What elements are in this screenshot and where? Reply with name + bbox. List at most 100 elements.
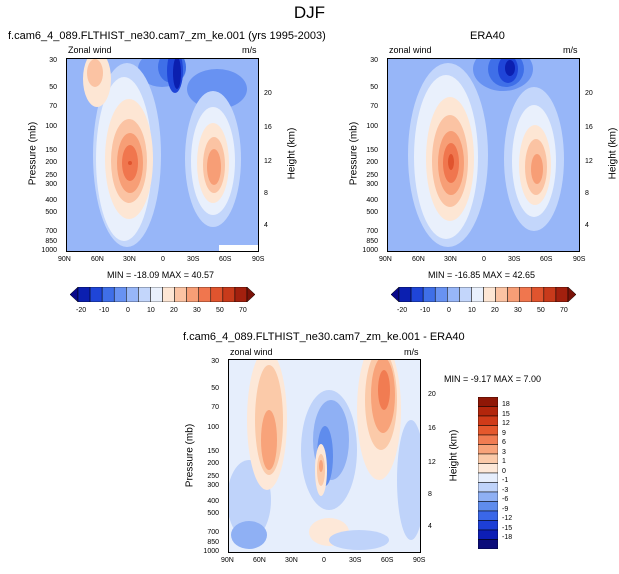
diff-contour-band [231,521,267,549]
y-tick: 30 [370,57,378,64]
y-tick: 400 [45,197,57,204]
y-tick: 50 [211,385,219,392]
zonal-wind-contour-band [448,154,454,170]
colorbar-swatch [186,287,199,302]
y-tick: 100 [45,123,57,130]
x-tick: 30N [285,557,298,564]
panel-diff-field-label: zonal wind [230,347,273,357]
y2-tick: 12 [585,158,593,165]
diff-contour-band [261,410,277,470]
colorbar-label: 6 [502,439,506,446]
y2-tick: 8 [264,190,268,197]
y2-tick: 12 [264,158,272,165]
colorbar-label: -10 [420,307,431,314]
panel-model-terrain-mask [219,245,258,251]
y-tick: 500 [207,510,219,517]
colorbar-swatch [478,529,498,540]
colorbar-label: -18 [502,534,513,541]
colorbar-min-triangle [391,287,400,302]
y2-tick: 20 [264,90,272,97]
y-tick: 700 [45,228,57,235]
y-tick: 30 [49,57,57,64]
y-tick: 850 [45,238,57,245]
colorbar-label: 20 [170,307,178,314]
x-tick: 0 [322,557,326,564]
colorbar-swatch [174,287,187,302]
colorbar-label: 10 [147,307,155,314]
x-tick: 60N [412,256,425,263]
y-tick: 300 [45,181,57,188]
panel-obs-ylabel: Pressure (mb) [348,121,360,186]
colorbar-swatch [447,287,460,302]
y-tick: 50 [370,84,378,91]
colorbar-swatch [101,287,115,302]
panel-model-plot [66,58,259,252]
y-tick: 150 [45,147,57,154]
y-tick: 700 [366,228,378,235]
y-tick: 70 [370,103,378,110]
panel-diff-y2label: Height (km) [448,429,460,482]
colorbar-swatch [478,472,498,483]
colorbar-label: 30 [193,307,201,314]
panel-obs-plot [387,58,580,252]
diff-contour-band [329,530,389,550]
panel-model-contour-svg [67,59,258,251]
colorbar-label: -6 [502,496,509,503]
y2-tick: 16 [585,124,593,131]
panel-diff-colorbar [478,397,498,549]
colorbar-swatch [555,287,569,302]
y2-tick: 12 [428,459,436,466]
colorbar-label: -3 [502,487,509,494]
zonal-wind-contour-band [173,59,181,89]
panel-model-stats: MIN = -18.09 MAX = 40.57 [107,270,215,280]
colorbar-swatch [113,287,127,302]
x-tick: 90S [413,557,426,564]
colorbar-label: 0 [447,307,451,314]
colorbar-label: 50 [216,307,224,314]
colorbar-max-triangle [246,287,255,302]
colorbar-label: 12 [502,420,510,427]
panel-diff-stats: MIN = -9.17 MAX = 7.00 [444,374,542,384]
colorbar-swatch [459,287,472,302]
panel-diff-title: f.cam6_4_089.FLTHIST_ne30.cam7_zm_ke.001… [183,331,465,343]
y-tick: 400 [366,197,378,204]
colorbar-swatch [519,287,533,302]
x-tick: 60N [253,557,266,564]
y-tick: 250 [207,473,219,480]
y2-tick: 8 [428,491,432,498]
diff-contour-band [378,370,390,410]
colorbar-label: 70 [239,307,247,314]
colorbar-swatch [162,287,175,302]
x-tick: 30S [349,557,362,564]
panel-model-title: f.cam6_4_089.FLTHIST_ne30.cam7_zm_ke.001… [8,30,326,42]
colorbar-swatch [531,287,545,302]
diff-contour-band [319,460,323,472]
colorbar-label: 70 [560,307,568,314]
colorbar-swatch [478,397,498,407]
colorbar-swatch [434,287,448,302]
y2-tick: 4 [428,523,432,530]
colorbar-swatch [77,287,91,302]
y-tick: 100 [207,424,219,431]
y-tick: 300 [366,181,378,188]
zonal-wind-jet-core [128,161,132,165]
x-tick: 90S [573,256,586,263]
zonal-wind-contour-band [87,59,103,87]
y2-tick: 20 [585,90,593,97]
colorbar-label: -15 [502,525,513,532]
colorbar-label: 15 [502,411,510,418]
y-tick: 200 [366,159,378,166]
colorbar-swatch [478,406,498,417]
x-tick: 60N [91,256,104,263]
colorbar-swatch [478,520,498,531]
x-tick: 90N [58,256,71,263]
panel-obs-y2label: Height (km) [607,127,619,180]
colorbar-swatch [471,287,484,302]
y2-tick: 4 [264,222,268,229]
x-tick: 0 [482,256,486,263]
colorbar-swatch [495,287,508,302]
panel-model-units: m/s [242,45,257,55]
y-tick: 200 [207,460,219,467]
colorbar-swatch [138,287,151,302]
y-tick: 70 [49,103,57,110]
